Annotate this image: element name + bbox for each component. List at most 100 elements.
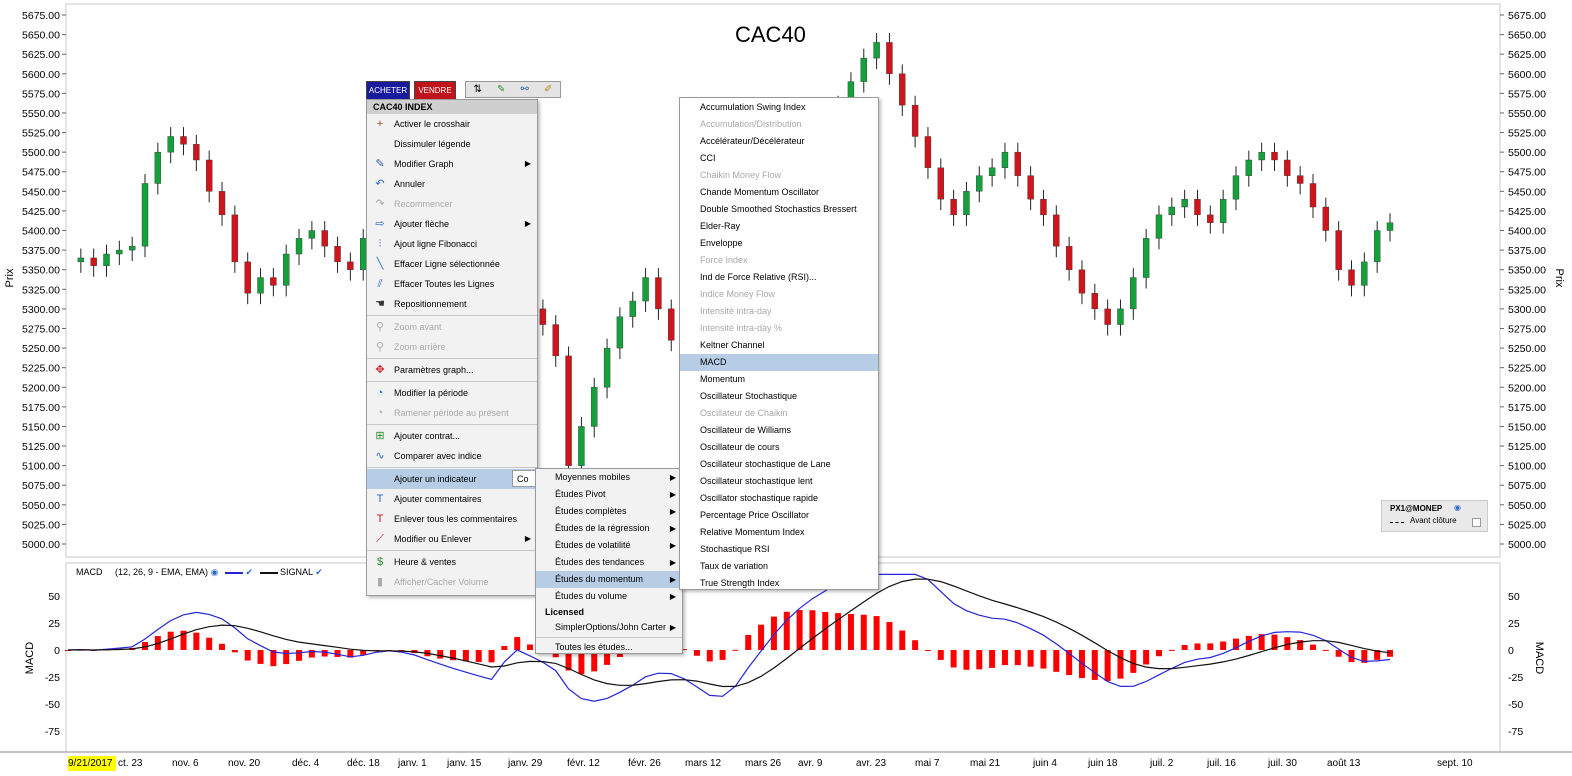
y-tick-label: 5625.00 — [1508, 49, 1546, 61]
momentum-indicator-item[interactable]: Keltner Channel — [700, 340, 765, 350]
momentum-indicator-item[interactable]: Accumulation Swing Index — [700, 102, 806, 112]
context-menu-item-label: Repositionnement — [394, 299, 467, 309]
licensed-label: Licensed — [545, 607, 585, 617]
settings-icon[interactable]: ◉ — [210, 567, 219, 577]
context-menu-item[interactable]: ⇨ Ajouter flèche ▶ — [367, 214, 537, 234]
sell-button[interactable]: VENDRE — [414, 81, 456, 100]
candle-body — [141, 183, 149, 247]
momentum-indicator-item[interactable]: Momentum — [700, 374, 746, 384]
context-menu-item[interactable]: ⊞ Ajouter contrat... — [367, 426, 537, 446]
momentum-indicator-item[interactable]: Oscillateur de Williams — [700, 425, 792, 435]
hand-icon: ☚ — [375, 298, 385, 310]
tool-cursor-icon[interactable]: ⇅ — [473, 84, 482, 95]
context-menu-item[interactable]: ◔ Modifier la période — [367, 383, 537, 403]
context-menu-item[interactable]: ✎ Modifier Graph ▶ — [367, 154, 537, 174]
context-menu-item[interactable]: + Activer le crosshair — [367, 114, 537, 134]
x-tick-label: janv. 15 — [447, 758, 482, 769]
candle-body — [1194, 198, 1201, 216]
candle-body — [1335, 230, 1342, 270]
momentum-indicator-item[interactable]: Stochastique RSI — [700, 544, 770, 554]
context-menu-item[interactable]: ⫶ Ajout ligne Fibonacci — [367, 234, 537, 254]
candle-body — [308, 230, 316, 239]
y-tick-label: 5500.00 — [22, 147, 60, 159]
context-menu-item[interactable]: $ Heure & ventes — [367, 552, 537, 572]
context-menu-item[interactable]: ⟋ Modifier ou Enlever ▶ — [367, 529, 537, 549]
context-menu-item[interactable]: ╲ Effacer Ligne sélectionnée — [367, 254, 537, 274]
context-menu-item[interactable]: ✥ Paramètres graph... — [367, 360, 537, 380]
indicator-category-item[interactable]: Études des tendances ▶ — [536, 554, 682, 571]
indicator-category-item[interactable]: Études de volatilité ▶ — [536, 537, 682, 554]
momentum-indicator-item[interactable]: Elder-Ray — [700, 221, 741, 231]
tool-link-icon[interactable]: ⚯ — [520, 84, 529, 95]
macd-histogram-bar — [1091, 650, 1098, 680]
context-menu-item[interactable]: Dissimuler légende — [367, 134, 537, 154]
legend-checkbox[interactable] — [1472, 518, 1481, 527]
context-menu-item[interactable]: Ajouter un indicateur — [367, 469, 537, 489]
momentum-indicator-item[interactable]: Oscillateur Stochastique — [700, 391, 798, 401]
indicator-category-item[interactable]: Études du volume ▶ — [536, 588, 682, 605]
momentum-indicator-item[interactable]: Chande Momentum Oscillator — [700, 187, 820, 197]
context-menu-item-label: Activer le crosshair — [394, 119, 471, 129]
indicator-category-item[interactable]: Études du momentum ▶ — [536, 571, 682, 588]
candle-body — [976, 175, 983, 192]
macd-histogram-bar — [976, 650, 983, 670]
momentum-indicator-item[interactable]: Taux de variation — [700, 561, 769, 571]
context-menu-item[interactable]: ⫽ Effacer Toutes les Lignes — [367, 274, 537, 294]
context-menu-item[interactable]: T Enlever tous les commentaires — [367, 509, 537, 529]
momentum-indicator-item[interactable]: Oscillator stochastique rapide — [700, 493, 819, 503]
indicator-category-item[interactable]: Études Pivot ▶ — [536, 486, 682, 503]
candle-body — [193, 144, 200, 161]
buy-button[interactable]: ACHETER — [366, 81, 410, 100]
tool-draw-icon[interactable]: ✎ — [497, 84, 506, 95]
context-menu-item-label: Ajouter commentaires — [394, 494, 482, 504]
y-tick-label: 5375.00 — [22, 245, 60, 257]
momentum-indicator-item[interactable]: Oscillateur de cours — [700, 442, 780, 452]
momentum-indicator-item[interactable]: MACD — [680, 354, 878, 371]
candle-body — [1373, 230, 1381, 263]
momentum-indicator-item[interactable]: Relative Momentum Index — [700, 527, 805, 537]
candle-body — [90, 257, 97, 266]
y-tick-label: 5400.00 — [1508, 226, 1546, 238]
x-tick-label: déc. 18 — [347, 758, 380, 769]
momentum-indicator-item[interactable]: Oscillateur stochastique de Lane — [700, 459, 831, 469]
momentum-indicator-item[interactable]: Accélérateur/Décélérateur — [700, 136, 805, 146]
all-studies-item[interactable]: Toutes les études... — [555, 642, 633, 652]
context-menu-item[interactable]: ∿ Comparer avec indice — [367, 446, 537, 466]
tool-brush-icon[interactable]: ✐ — [544, 84, 553, 95]
candle-body — [578, 426, 585, 466]
checkmark-icon[interactable]: ✔ — [315, 567, 323, 577]
macd-legend-name: MACD — [76, 567, 103, 577]
indicator-category-item[interactable]: Études de la régression ▶ — [536, 520, 682, 537]
macd-histogram-bar — [1014, 650, 1021, 666]
macd-axis-label-right: MACD — [1533, 642, 1545, 674]
momentum-indicator-item[interactable]: True Strength Index — [700, 578, 780, 588]
signal-line — [67, 578, 1391, 688]
macd-histogram-bar — [1181, 645, 1188, 650]
momentum-indicator-item[interactable]: Enveloppe — [700, 238, 743, 248]
momentum-indicator-item[interactable]: Ind de Force Relative (RSI)... — [700, 272, 817, 282]
macd-tick-label: -25 — [45, 672, 60, 684]
indicator-category-item[interactable]: Études complètes ▶ — [536, 503, 682, 520]
indicator-category-item[interactable]: Moyennes mobiles ▶ — [536, 469, 682, 486]
momentum-indicator-item[interactable]: Double Smoothed Stochastics Bressert — [700, 204, 857, 214]
context-menu-item[interactable]: ☚ Repositionnement — [367, 294, 537, 314]
licensed-study-item[interactable]: SimplerOptions/John Carter ▶ — [536, 619, 682, 636]
macd-histogram-bar — [604, 650, 611, 665]
chart-context-menu: CAC40 INDEX + Activer le crosshair Dissimu… — [366, 99, 538, 596]
macd-histogram-bar — [1284, 637, 1291, 650]
context-menu-item-label: Afficher/Cacher Volume — [394, 577, 489, 587]
momentum-indicator-item[interactable]: Oscillateur stochastique lent — [700, 476, 813, 486]
y-tick-label: 5425.00 — [1508, 206, 1546, 218]
legend-line-label: Avant clôture — [1410, 516, 1457, 525]
momentum-indicator-item[interactable]: Percentage Price Oscillator — [700, 510, 810, 520]
checkmark-icon[interactable]: ✔ — [245, 567, 253, 577]
macd-histogram-bar — [681, 649, 688, 651]
candle-body — [1117, 308, 1124, 325]
comment-icon: T — [376, 493, 384, 505]
context-menu-item[interactable]: T Ajouter commentaires — [367, 489, 537, 509]
momentum-indicator-item[interactable]: CCI — [700, 153, 716, 163]
momentum-indicator-item: Oscillateur de Chaikin — [700, 408, 788, 418]
context-menu-item[interactable]: ↶ Annuler — [367, 174, 537, 194]
submenu-arrow-icon: ▶ — [669, 592, 676, 601]
y-axis-label: Prix — [4, 268, 16, 287]
